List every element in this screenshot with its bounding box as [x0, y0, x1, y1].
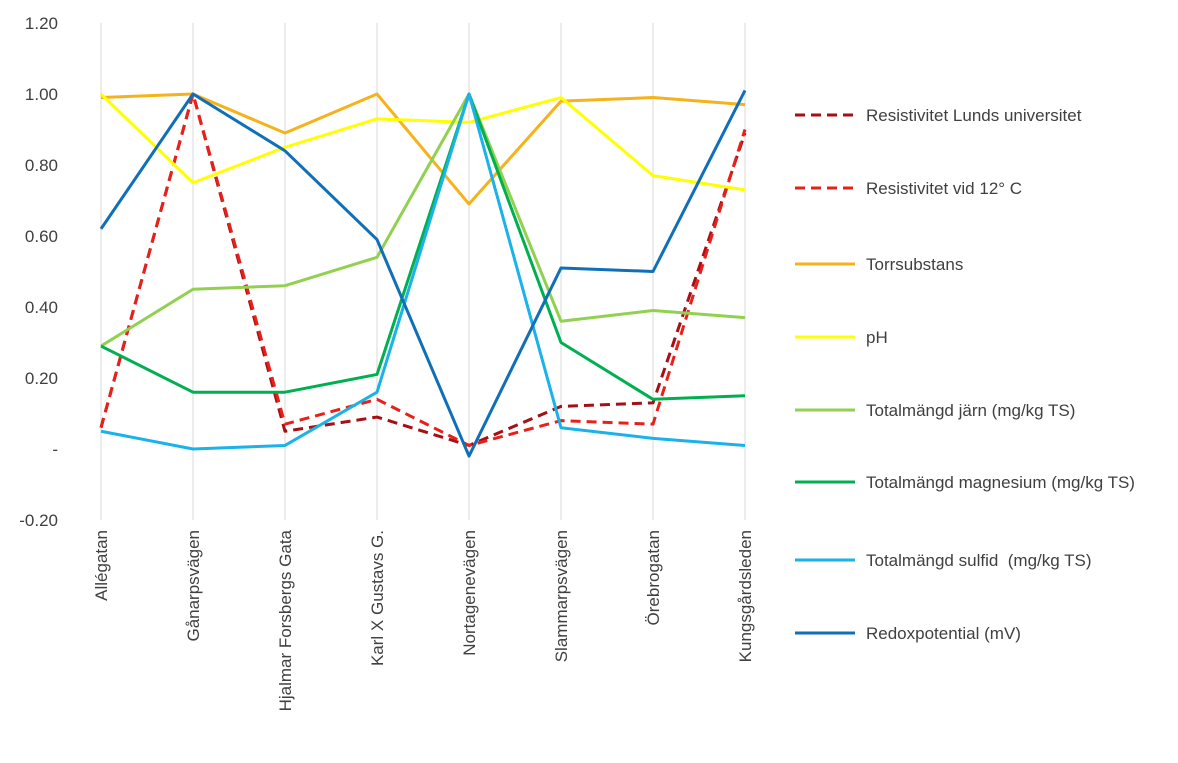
x-tick-label: Allégatan — [92, 530, 111, 601]
legend-label: Totalmängd järn (mg/kg TS) — [866, 401, 1075, 420]
y-tick-label: 0.40 — [25, 298, 58, 317]
legend-label: Totalmängd sulfid (mg/kg TS) — [866, 551, 1092, 570]
data-line — [99, 92, 747, 447]
legend-label: pH — [866, 328, 888, 347]
data-line — [100, 92, 746, 348]
x-tick-label: Hjalmar Forsbergs Gata — [276, 529, 295, 711]
x-tick-label: Slammarpsvägen — [552, 530, 571, 662]
data-line — [99, 92, 746, 192]
data-line — [100, 92, 746, 451]
y-tick-label: 0.80 — [25, 156, 58, 175]
y-tick-label: 0.60 — [25, 227, 58, 246]
y-tick-label: 1.20 — [25, 14, 58, 33]
data-line — [99, 89, 747, 458]
legend-label: Resistivitet vid 12° C — [866, 179, 1022, 198]
legend-label: Redoxpotential (mV) — [866, 624, 1021, 643]
y-tick-label: 1.00 — [25, 85, 58, 104]
data-line — [100, 92, 746, 206]
legend-label: Totalmängd magnesium (mg/kg TS) — [866, 473, 1135, 492]
x-tick-label: Gånarpsvägen — [184, 530, 203, 642]
y-tick-label: 0.20 — [25, 369, 58, 388]
x-tick-label: Kungsgårdsleden — [736, 530, 755, 662]
y-tick-label: -0.20 — [19, 511, 58, 530]
data-line — [100, 92, 746, 401]
x-tick-label: Örebrogatan — [644, 530, 663, 625]
x-tick-label: Nortagenevägen — [460, 530, 479, 656]
legend-label: Resistivitet Lunds universitet — [866, 106, 1082, 125]
y-tick-label: - — [52, 440, 58, 459]
x-tick-label: Karl X Gustavs G. — [368, 530, 387, 666]
legend-label: Torrsubstans — [866, 255, 963, 274]
